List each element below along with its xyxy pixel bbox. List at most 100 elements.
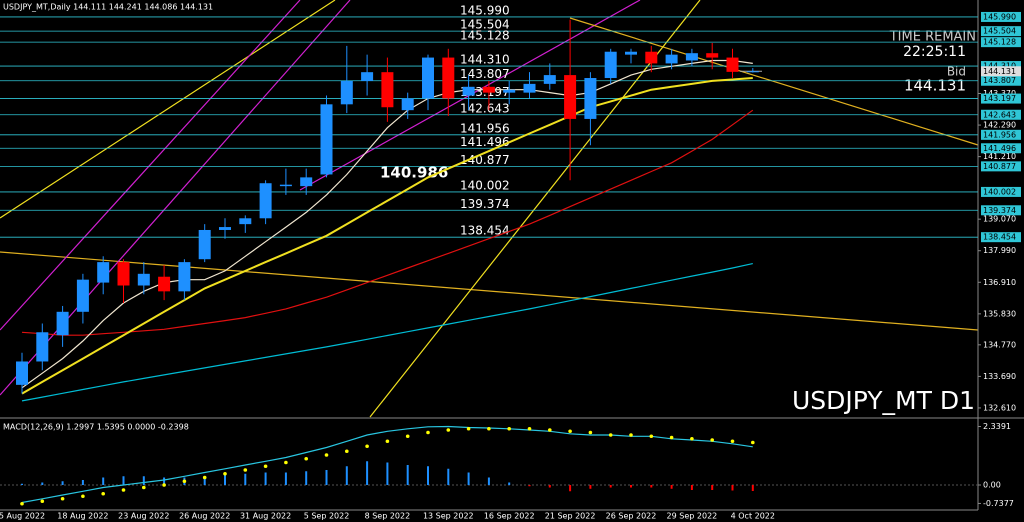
bid-box bbox=[981, 66, 1021, 77]
candle-body bbox=[300, 177, 313, 187]
candle-body bbox=[97, 262, 110, 283]
candle-body bbox=[462, 86, 475, 96]
level-box bbox=[981, 205, 1021, 216]
candle-body bbox=[76, 279, 89, 312]
macd-histogram-bar bbox=[366, 461, 369, 485]
level-box bbox=[981, 161, 1021, 172]
macd-signal-dot bbox=[40, 499, 45, 504]
y-tick-label: 133.690 bbox=[983, 372, 1016, 381]
level-box-label: 145.990 bbox=[983, 12, 1016, 21]
level-label: 145.128 bbox=[460, 29, 510, 43]
level-box bbox=[981, 232, 1021, 243]
macd-histogram-bar bbox=[21, 483, 23, 485]
macd-signal-dot bbox=[202, 475, 207, 480]
macd-signal-dot bbox=[284, 460, 288, 465]
level-label: 141.956 bbox=[460, 121, 510, 135]
macd-histogram-bar bbox=[61, 481, 64, 485]
candle-body bbox=[625, 51, 637, 55]
macd-signal-dot bbox=[690, 436, 694, 441]
macd-signal-dot bbox=[324, 453, 329, 457]
x-tick-label: 29 Sep 2022 bbox=[667, 512, 718, 521]
macd-histogram-bar bbox=[609, 485, 612, 488]
macd-signal-dot bbox=[162, 483, 166, 487]
level-box-label: 143.807 bbox=[983, 76, 1016, 85]
level-box-label: 140.002 bbox=[983, 187, 1016, 196]
macd-signal-dot bbox=[608, 433, 613, 437]
candle-body bbox=[137, 273, 150, 286]
candle-body bbox=[726, 57, 739, 72]
level-box bbox=[981, 93, 1021, 104]
trend-line bbox=[0, 251, 979, 331]
candle-body bbox=[381, 72, 394, 108]
candle-body bbox=[219, 227, 231, 230]
moving-average bbox=[21, 109, 754, 336]
macd-histogram-bar bbox=[345, 466, 348, 485]
x-tick-label: 31 Aug 2022 bbox=[240, 512, 291, 521]
level-label: 138.454 bbox=[460, 224, 510, 238]
candle-body bbox=[665, 54, 678, 64]
macd-signal-dot bbox=[101, 491, 105, 496]
macd-signal-dot bbox=[223, 471, 227, 476]
candle-body bbox=[279, 184, 292, 187]
watermark: USDJPY_MT D1 bbox=[792, 386, 975, 415]
macd-signal-dot bbox=[304, 456, 309, 461]
level-box bbox=[981, 186, 1021, 197]
level-label: 145.504 bbox=[460, 18, 510, 32]
moving-average bbox=[21, 77, 753, 395]
macd-signal-dot bbox=[710, 438, 714, 442]
y-tick-label: 143.370 bbox=[983, 89, 1016, 98]
macd-histogram-bar bbox=[264, 472, 267, 485]
level-box bbox=[981, 109, 1021, 120]
time-remain-label: TIME REMAIN bbox=[889, 30, 976, 45]
bid-box-label: 144.131 bbox=[983, 67, 1016, 76]
macd-signal-dot bbox=[629, 433, 633, 437]
candle-body bbox=[584, 78, 597, 119]
candle-body bbox=[706, 53, 719, 58]
macd-signal-dot bbox=[588, 430, 593, 435]
macd-signal-dot bbox=[142, 485, 146, 490]
level-box-label: 138.454 bbox=[983, 233, 1016, 242]
macd-signal-dot bbox=[730, 439, 735, 444]
candle-body bbox=[442, 57, 455, 99]
candle-body bbox=[117, 262, 130, 286]
trend-line bbox=[569, 17, 979, 146]
macd-histogram-bar bbox=[41, 482, 44, 485]
candle-body bbox=[178, 262, 191, 292]
macd-histogram-bar bbox=[711, 485, 714, 490]
trend-line bbox=[0, 0, 336, 219]
trend-line bbox=[0, 0, 301, 331]
macd-histogram-bar bbox=[630, 485, 632, 488]
macd-histogram-bar bbox=[569, 485, 572, 492]
macd-histogram-bar bbox=[325, 470, 328, 485]
macd-histogram-bar bbox=[284, 472, 287, 485]
x-tick-label: 26 Sep 2022 bbox=[606, 512, 657, 521]
macd-signal-dot bbox=[60, 496, 65, 501]
macd-histogram-bar bbox=[102, 477, 105, 485]
candle-body bbox=[422, 57, 434, 99]
macd-signal-dot bbox=[243, 468, 248, 472]
candle-body bbox=[239, 218, 252, 225]
candle-body bbox=[56, 311, 69, 336]
macd-histogram-bar bbox=[650, 485, 653, 488]
candle-body bbox=[543, 75, 556, 84]
level-box-label: 144.310 bbox=[983, 62, 1016, 71]
candle-body bbox=[198, 229, 211, 260]
macd-histogram-bar bbox=[163, 477, 166, 485]
level-box-label: 142.643 bbox=[983, 110, 1016, 119]
macd-histogram-bar bbox=[487, 477, 490, 485]
level-box-label: 141.956 bbox=[983, 130, 1016, 139]
level-box-label: 140.877 bbox=[983, 162, 1016, 171]
macd-signal-dot bbox=[385, 439, 390, 444]
y-tick-label: 134.770 bbox=[983, 340, 1016, 349]
macd-histogram-bar bbox=[406, 465, 409, 485]
macd-histogram-bar bbox=[589, 485, 592, 489]
macd-histogram-bar bbox=[122, 476, 125, 485]
level-label: 144.310 bbox=[460, 53, 510, 67]
macd-signal-dot bbox=[446, 428, 451, 432]
y-tick-label: 142.290 bbox=[983, 121, 1016, 130]
macd-histogram-bar bbox=[81, 480, 84, 485]
x-tick-label: 21 Sep 2022 bbox=[545, 512, 596, 521]
candle-body bbox=[604, 51, 617, 79]
candle-body bbox=[645, 51, 658, 64]
